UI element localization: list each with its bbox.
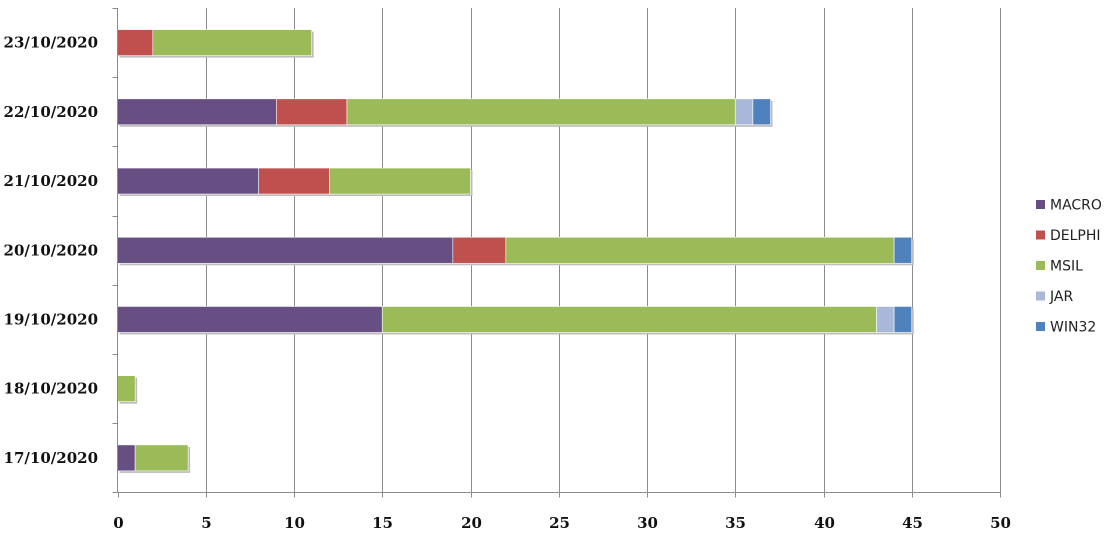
legend-label-delphi: DELPHI [1050,228,1101,244]
legend-label-macro: MACRO [1050,198,1102,214]
x-tick-label: 25 [549,514,570,532]
bar-segment-msil [381,306,877,333]
bar-segment-delphi [276,98,348,126]
bar-segment-macro [117,236,454,264]
x-tick-label: 20 [461,514,482,532]
bar-segment-msil [134,444,189,472]
legend-label-jar: JAR [1049,289,1073,305]
bar-segment-msil [117,375,136,402]
bar-segment-win32 [752,98,771,126]
bars [117,29,914,473]
x-tick-label: 35 [725,514,746,532]
bar-segment-jar [876,306,895,333]
x-tick-label: 40 [814,514,835,532]
legend-label-msil: MSIL [1050,259,1083,275]
x-tick-label: 30 [637,514,658,532]
bar-segment-macro [117,306,383,333]
legend-swatch-macro [1036,200,1045,209]
legend: MACRO DELPHI MSIL JAR WIN32 [1036,198,1102,336]
bar-segment-delphi [258,167,330,195]
y-category-label: 17/10/2020 [4,449,98,467]
bar-segment-msil [328,167,471,195]
y-category-label: 23/10/2020 [4,34,98,52]
x-tick-label: 0 [113,514,123,532]
x-tick-label: 10 [284,514,305,532]
x-tick-label: 50 [990,514,1011,532]
x-tick-label: 45 [902,514,923,532]
bar-segment-macro [117,167,259,195]
bar-segment-macro [117,98,277,126]
x-tick-label: 15 [372,514,393,532]
y-category-label: 22/10/2020 [4,103,98,121]
legend-swatch-delphi [1036,230,1045,240]
bar-segment-macro [117,444,136,472]
legend-swatch-jar [1036,291,1045,301]
bar-segment-win32 [893,306,913,333]
bar-segment-jar [734,98,754,126]
y-category-label: 20/10/2020 [4,241,98,259]
y-category-label: 19/10/2020 [4,310,98,328]
bar-segment-win32 [893,236,913,264]
x-tick-label: 5 [201,514,211,532]
bar-segment-msil [152,29,312,56]
legend-label-win32: WIN32 [1050,320,1096,336]
y-category-label: 18/10/2020 [4,380,98,398]
bar-segment-delphi [117,29,154,56]
legend-swatch-win32 [1036,322,1045,331]
bar-segment-msil [346,98,736,126]
bar-segment-delphi [452,236,507,264]
axes: 0 5 10 15 20 25 30 35 40 45 50 17/10/2020 18/10/2020… [4,8,1011,532]
bar-segment-msil [505,236,895,264]
legend-swatch-msil [1036,261,1045,270]
y-category-label: 21/10/2020 [4,172,98,190]
